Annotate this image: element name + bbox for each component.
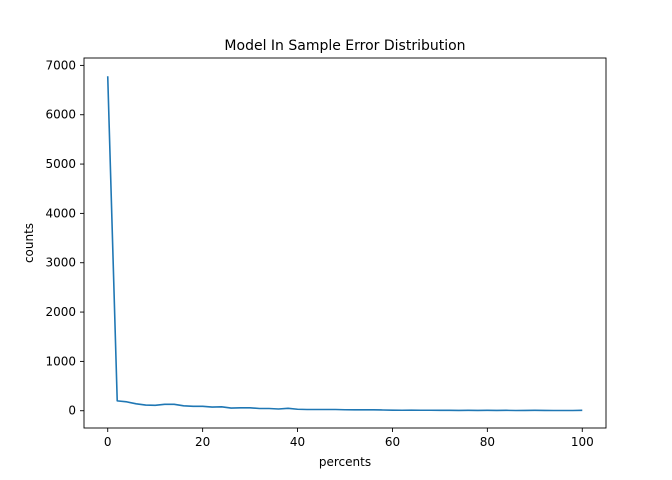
x-tick-label: 80 — [480, 435, 495, 449]
x-tick-label: 20 — [195, 435, 210, 449]
y-tick-label: 4000 — [45, 206, 76, 220]
y-axis-label: counts — [22, 223, 36, 263]
axes-layer — [83, 57, 607, 429]
chart-title: Model In Sample Error Distribution — [224, 38, 465, 54]
y-tick-label: 5000 — [45, 157, 76, 171]
y-tick-label: 1000 — [45, 354, 76, 368]
x-axis-label: percents — [319, 455, 371, 469]
ticks-layer: 0 20 40 60 80 1000100020003000400050006000700… — [45, 58, 593, 449]
plot-background — [84, 58, 606, 428]
series-line-0 — [106, 76, 583, 412]
x-tick-label: 0 — [104, 435, 112, 449]
x-tick-label: 40 — [290, 435, 305, 449]
x-tick-label: 100 — [571, 435, 594, 449]
y-tick-label: 0 — [68, 404, 76, 418]
axes-frame — [83, 57, 607, 429]
y-tick-label: 6000 — [45, 108, 76, 122]
y-tick-label: 2000 — [45, 305, 76, 319]
y-tick-label: 3000 — [45, 256, 76, 270]
series-layer — [106, 76, 583, 412]
y-tick-label: 7000 — [45, 58, 76, 72]
x-tick-label: 60 — [385, 435, 400, 449]
